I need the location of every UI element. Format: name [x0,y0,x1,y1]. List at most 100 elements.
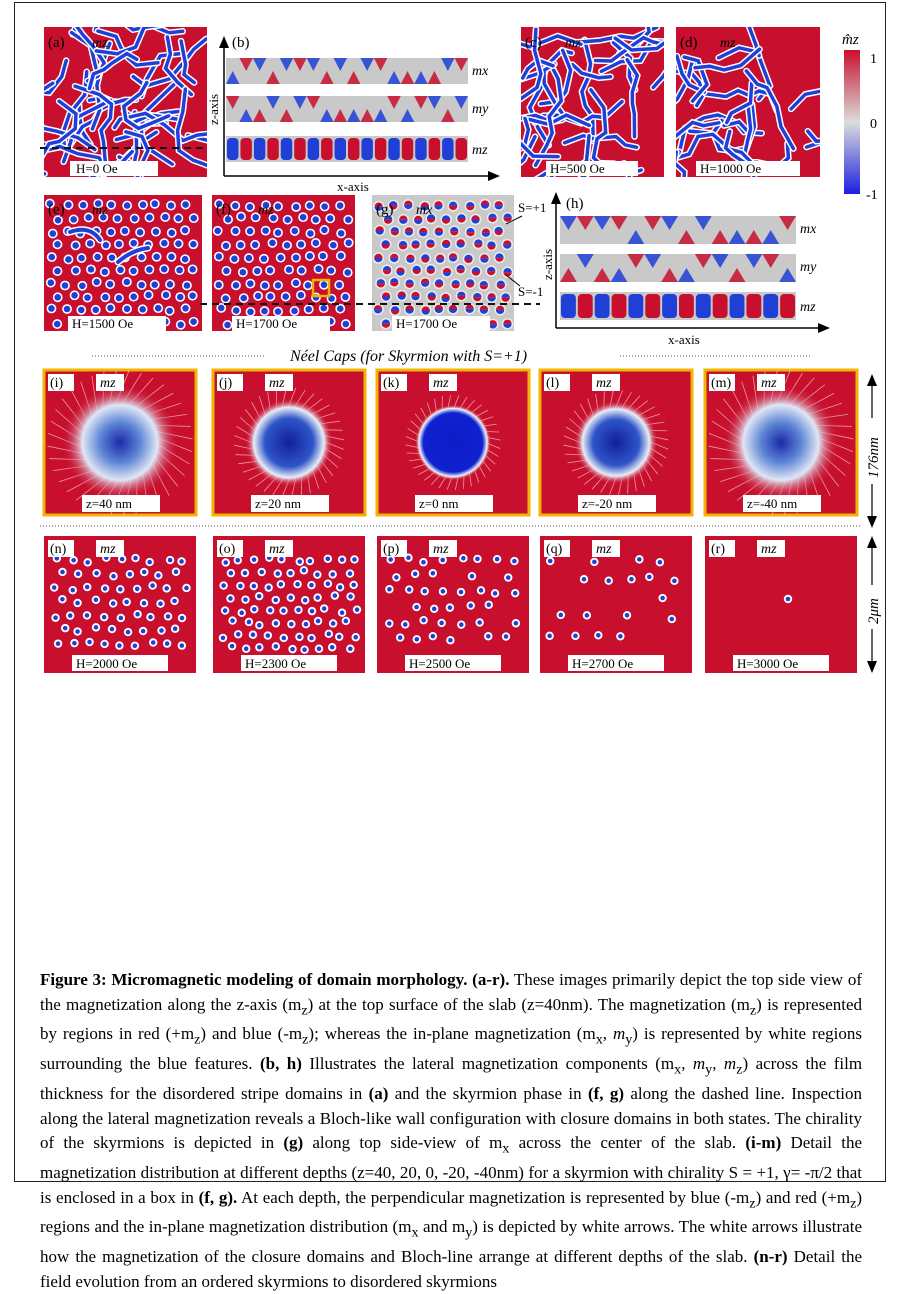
stripe-domain [742,102,753,157]
skyrmion [55,641,61,646]
skyrmion [117,587,123,592]
chirality-dots-g [372,198,514,331]
skyrmion [647,574,652,580]
skyrmion [182,201,189,208]
skyrmion-half [397,295,406,300]
panel-r: (r) mz H=3000 Oe [705,536,857,673]
skyrmion [387,586,392,592]
stripe-domains-d [676,27,820,177]
mz-band [227,138,239,160]
skyrmion [273,644,279,649]
mz-band [428,138,441,160]
stripe-domain [593,35,664,63]
skyrmion-half [404,227,414,232]
skyrmion [168,229,176,237]
skyrmion [94,253,101,261]
skyrmion [406,555,411,561]
skyrmion-half [487,245,496,250]
skyrmion [261,282,269,289]
skyrmion-half [466,206,475,211]
closure-domain [279,58,294,71]
skyrmion-half [457,218,466,223]
closure-domain [414,71,428,84]
skyrmion-half [389,257,399,263]
closure-domain [593,216,611,230]
skyrmion-half [441,219,451,224]
skyrmion-half [441,297,450,303]
skyrmion-half [389,201,398,206]
skyrmion [110,601,116,606]
panel-h-mz: mz [800,300,816,315]
scale-176-arrow-top [867,374,877,386]
stripe-domain [676,58,695,103]
skyrmion [140,628,146,634]
skyrmion-half [381,240,390,245]
skyrmion-half [480,204,490,209]
skyrmion-half [389,205,398,210]
skyrmion [307,230,314,237]
panel-c-tag: (c) [525,35,542,51]
skyrmion [309,582,314,588]
skyrmion [224,321,231,329]
panel-b-my: my [472,102,489,117]
mz-band [280,138,293,160]
skyrmion [164,641,170,646]
skyrmion-half [494,226,503,232]
skyrmion-half [494,201,503,206]
skyrmion [387,621,392,626]
skyrmion-half [486,266,496,272]
panel-c-field: H=500 Oe [550,161,605,176]
caption-text: ) is represented by white regions surrou… [40,1024,862,1074]
skyrmion [327,267,335,274]
skyrmion [347,571,353,576]
skyrmion-half [466,232,475,237]
skyrmion [440,557,446,563]
stripe-domain [676,54,707,94]
skyrmion-half [414,215,423,220]
panel-e-label-bg [68,316,166,331]
scale-2um-arrow-top [867,536,877,548]
panel-b-zarrow [219,36,229,48]
skyrmion-half [441,215,451,220]
skyrmion [274,308,282,315]
skyrmion-half [488,324,498,329]
panel-e-comp: mz [92,203,108,218]
panel-e: (e) mz H=1500 Oe [44,195,202,331]
mz-band [729,294,745,318]
skyrmion [92,306,100,314]
caption-text: Illustrates the lateral magnetization co… [301,1054,675,1074]
skyrmion [307,558,313,564]
skyrmion [167,202,175,209]
closure-domain [252,58,267,71]
closure-domain [239,58,253,71]
panel-g-splus-arrow [505,215,523,225]
skyrmion [108,254,116,261]
skyrmion-half [488,217,497,222]
skyrmion-half [404,200,413,205]
skyrmion [215,200,223,208]
skyrmion-half [503,268,512,273]
mz-band [679,294,694,318]
mz-band [442,138,454,160]
caption-sub: z [302,1031,309,1048]
skyrmion [54,267,61,275]
skyrmion [289,621,294,627]
skyrmion-half [451,284,460,289]
panel-f-field: H=1700 Oe [236,316,297,331]
panel-l-depth: z=-20 nm [582,496,632,511]
skyrmion [629,576,634,582]
skyrmion [274,281,282,289]
skyrmion-half [481,228,491,233]
skyrmion [150,583,155,588]
stripe-domain [806,129,820,144]
skyrmion [190,214,198,222]
caption-sub: z [301,1001,308,1018]
stripe-domain [75,27,107,83]
caption-text: At each depth, the perpendicular magneti… [237,1187,750,1207]
skyrmion [257,645,262,650]
caption-text: These images primarily depict the top si… [40,970,862,1014]
panel-c-comp: mz [565,36,581,51]
skyrmions-r [783,594,793,604]
panel-g-comp: mx [416,203,433,218]
skyrmion [147,559,152,565]
